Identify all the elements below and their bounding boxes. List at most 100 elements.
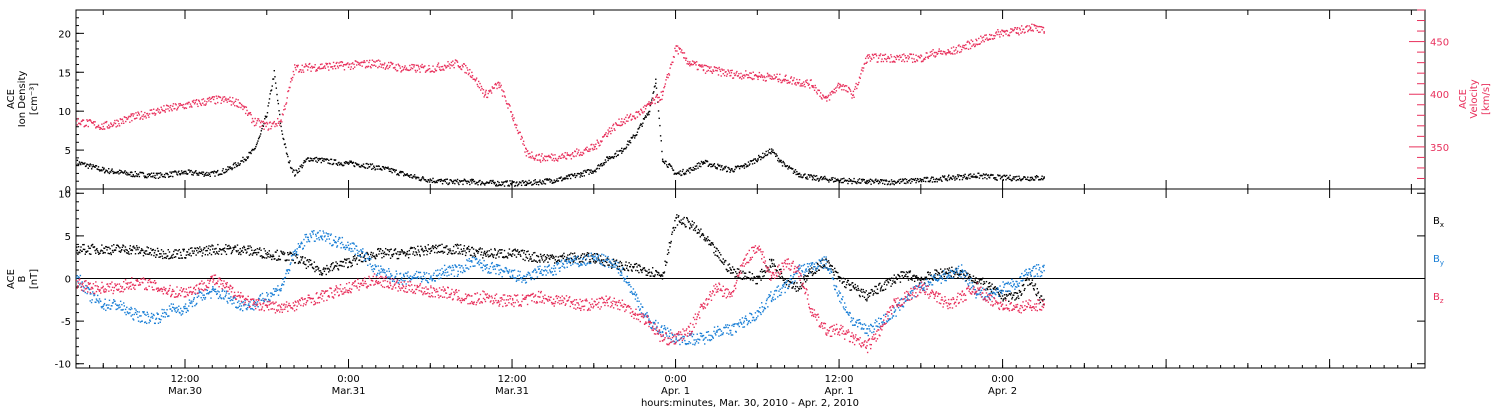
bx-point [482, 254, 485, 256]
velocity-point [752, 71, 754, 73]
bx-point [920, 277, 923, 280]
density-point [196, 174, 198, 176]
bx-point [645, 274, 647, 276]
density-point [672, 169, 675, 172]
density-point [320, 161, 322, 164]
bx-point [431, 246, 433, 248]
velocity-point [1025, 26, 1028, 28]
bx-point [518, 250, 521, 253]
bx-point [207, 254, 209, 256]
density-point [125, 173, 127, 175]
bx-point [332, 262, 334, 264]
bx-point [1034, 283, 1037, 285]
velocity-point [700, 64, 702, 67]
bx-point [898, 275, 900, 277]
velocity-point [129, 115, 132, 118]
density-point [195, 172, 198, 174]
bx-point [738, 268, 740, 270]
bx-point [570, 257, 573, 260]
bx-point [1023, 289, 1025, 292]
velocity-point [506, 103, 508, 105]
density-point [215, 171, 218, 174]
velocity-point [813, 86, 815, 89]
density-point [266, 112, 269, 114]
bx-point [202, 249, 205, 251]
by-point [267, 298, 270, 301]
velocity-point [421, 63, 423, 66]
velocity-point [345, 63, 348, 66]
velocity-point [359, 64, 361, 66]
bx-point [185, 254, 188, 256]
density-point [770, 148, 773, 150]
velocity-point [543, 158, 545, 161]
by-point [81, 281, 83, 283]
bx-point [1021, 293, 1023, 295]
velocity-point [172, 103, 175, 105]
velocity-point [1002, 35, 1004, 37]
velocity-point [888, 57, 891, 60]
velocity-point [528, 156, 530, 159]
density-point [865, 181, 868, 183]
bx-point [755, 282, 757, 285]
by-point [185, 307, 187, 310]
velocity-point [813, 89, 816, 92]
density-point [766, 153, 769, 156]
velocity-point [749, 72, 751, 74]
bx-point [788, 285, 790, 288]
density-point [291, 167, 293, 170]
density-point [719, 168, 722, 171]
density-point [541, 183, 543, 185]
velocity-point [364, 61, 366, 64]
velocity-point [105, 120, 108, 123]
bx-point [720, 254, 722, 256]
by-point [136, 310, 139, 313]
bx-point [729, 272, 732, 274]
velocity-point [839, 86, 841, 88]
bx-point [546, 254, 549, 256]
velocity-point [351, 63, 353, 65]
by-point [243, 304, 245, 307]
bx-point [486, 251, 488, 254]
velocity-point [667, 76, 669, 79]
velocity-point [294, 66, 297, 69]
velocity-point [388, 61, 390, 64]
velocity-point [530, 157, 532, 159]
by-point [144, 321, 147, 323]
density-point [516, 181, 518, 183]
bx-point [886, 284, 888, 286]
bx-point [465, 252, 467, 254]
density-point [557, 180, 560, 182]
velocity-point [349, 63, 351, 65]
bx-point [935, 269, 938, 271]
velocity-point [87, 125, 89, 128]
density-point [627, 144, 630, 146]
by-point [287, 269, 289, 271]
velocity-point [644, 104, 646, 107]
density-point [710, 163, 713, 166]
by-point [220, 297, 223, 300]
bx-point [578, 258, 580, 260]
bx-point [630, 263, 632, 266]
bx-point [480, 254, 482, 256]
bx-point [100, 249, 102, 251]
velocity-point [505, 100, 507, 102]
velocity-point [948, 50, 950, 52]
density-point [823, 178, 825, 180]
density-point [398, 174, 400, 177]
density-point [943, 176, 945, 178]
velocity-point [743, 74, 746, 76]
bx-point [627, 269, 630, 272]
bx-point [712, 242, 714, 244]
bx-point [691, 226, 693, 228]
velocity-point [501, 95, 504, 97]
bx-point [95, 252, 97, 254]
velocity-point [371, 64, 373, 66]
density-point [134, 170, 136, 173]
velocity-point [924, 56, 927, 59]
density-point [782, 160, 784, 163]
velocity-point [385, 67, 387, 69]
density-point [841, 178, 844, 180]
density-point [191, 173, 193, 176]
velocity-point [950, 47, 953, 49]
bx-point [839, 280, 841, 282]
